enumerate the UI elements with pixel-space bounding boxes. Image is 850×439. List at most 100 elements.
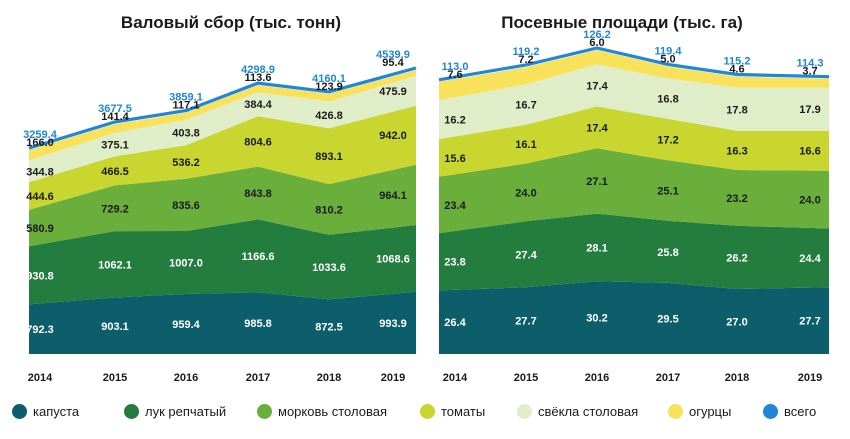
- label-cabbage-2014: 792.3: [26, 324, 54, 336]
- label-tomato-2015: 466.5: [101, 166, 129, 178]
- label-cucumber-2015: 7.2: [518, 54, 533, 66]
- label-beet-2014: 344.8: [26, 166, 54, 178]
- label-cabbage-2019: 27.7: [799, 316, 820, 328]
- label-cabbage-2017: 29.5: [657, 314, 678, 326]
- label-cucumber-2015: 141.4: [101, 111, 129, 123]
- legend-item-carrot: морковь столовая: [257, 402, 387, 420]
- label-total-2019: 114.3: [797, 58, 824, 70]
- label-cucumber-2019: 95.4: [382, 57, 404, 69]
- label-total-2014: 3259.4: [23, 129, 58, 141]
- label-tomato-2019: 942.0: [379, 130, 407, 142]
- label-beet-2017: 384.4: [244, 99, 272, 111]
- area-tomato: [439, 106, 829, 177]
- legend-swatch-cucumber: [668, 403, 683, 419]
- label-cucumber-2019: 3.7: [802, 66, 817, 78]
- charts-canvas: Валовый сбор (тыс. тонн) Посевные площад…: [23, 13, 830, 384]
- sown-area-chart: 26.4 27.7 30.2 29.5 27.0 27.7 23.8 27.4 28.1 25.8…: [438, 29, 830, 384]
- x-tick-2014: 2014: [28, 372, 53, 384]
- label-carrot-2019: 964.1: [379, 190, 407, 202]
- label-cucumber-2017: 113.6: [245, 72, 272, 84]
- label-cucumber-2014: 7.6: [447, 69, 462, 81]
- label-onion-2015: 27.4: [515, 249, 537, 261]
- x-tick-2014: 2014: [443, 372, 468, 384]
- label-beet-2016: 17.4: [586, 80, 608, 92]
- label-carrot-2014: 580.9: [26, 223, 54, 235]
- area-beet: [29, 76, 416, 183]
- legend-label-cabbage: капуста: [33, 403, 80, 419]
- x-tick-2018: 2018: [725, 372, 749, 384]
- label-total-2017: 119.4: [655, 45, 683, 57]
- label-cucumber-2016: 117.1: [173, 100, 200, 112]
- label-cabbage-2015: 27.7: [515, 316, 536, 328]
- legend-item-cabbage: капуста: [12, 402, 79, 420]
- label-cucumber-2016: 6.0: [589, 37, 604, 49]
- label-total-2014: 113.0: [442, 61, 469, 73]
- area-cucumber: [29, 70, 416, 161]
- label-tomato-2014: 15.6: [444, 153, 465, 165]
- label-tomato-2017: 17.2: [657, 135, 678, 147]
- legend-label-tomato: томаты: [441, 403, 486, 419]
- x-tick-2017: 2017: [246, 372, 270, 384]
- label-cucumber-2018: 4.6: [729, 64, 744, 76]
- label-carrot-2019: 24.0: [799, 195, 820, 207]
- label-beet-2017: 16.8: [657, 94, 678, 106]
- label-beet-2019: 17.9: [799, 104, 820, 116]
- label-tomato-2018: 16.3: [726, 145, 747, 157]
- legend-label-carrot: морковь столовая: [278, 403, 387, 419]
- label-carrot-2018: 23.2: [726, 193, 747, 205]
- label-cucumber-2017: 5.0: [660, 53, 675, 65]
- legend-item-total: всего: [763, 402, 816, 420]
- legend-label-cucumber: огурцы: [689, 403, 732, 419]
- label-tomato-2015: 16.1: [515, 139, 536, 151]
- chart-title-area: Посевные площади (тыс. га): [501, 13, 743, 32]
- label-total-2018: 115.2: [724, 56, 751, 68]
- label-total-2017: 4298.9: [241, 64, 275, 76]
- label-carrot-2018: 810.2: [315, 204, 343, 216]
- label-onion-2017: 25.8: [657, 247, 678, 259]
- legend-swatch-onion: [124, 403, 139, 419]
- total-line: [438, 46, 830, 82]
- label-beet-2015: 16.7: [515, 100, 536, 112]
- label-carrot-2017: 25.1: [657, 186, 678, 198]
- legend-item-onion: лук репчатый: [124, 402, 226, 420]
- label-carrot-2015: 729.2: [101, 203, 129, 215]
- label-cabbage-2017: 985.8: [244, 318, 272, 330]
- label-cabbage-2019: 993.9: [379, 318, 407, 330]
- area-cabbage: [439, 281, 829, 354]
- label-cabbage-2016: 959.4: [172, 319, 200, 331]
- area-carrot: [439, 148, 829, 234]
- label-total-2015: 3677.5: [98, 103, 132, 115]
- label-onion-2018: 1033.6: [312, 262, 346, 274]
- label-carrot-2016: 835.6: [172, 200, 200, 212]
- label-cucumber-2018: 123.9: [315, 81, 343, 93]
- area-beet: [439, 64, 829, 140]
- label-onion-2017: 1166.6: [241, 251, 274, 263]
- label-tomato-2017: 804.6: [244, 136, 272, 148]
- label-beet-2014: 16.2: [444, 115, 465, 127]
- label-carrot-2017: 843.8: [244, 188, 272, 200]
- legend: капуста лук репчатый морковь столовая то…: [0, 402, 850, 420]
- area-onion: [29, 219, 416, 305]
- label-onion-2014: 930.8: [26, 270, 54, 282]
- x-tick-2017: 2017: [656, 372, 680, 384]
- label-onion-2015: 1062.1: [98, 259, 132, 271]
- label-total-2015: 119.2: [513, 46, 540, 58]
- label-onion-2019: 1068.6: [376, 253, 410, 265]
- label-carrot-2014: 23.4: [444, 200, 466, 212]
- legend-label-total: всего: [784, 403, 817, 419]
- area-tomato: [29, 105, 416, 210]
- legend-swatch-cabbage: [12, 403, 27, 419]
- label-beet-2018: 17.8: [726, 104, 747, 116]
- area-cabbage: [29, 291, 416, 354]
- label-cabbage-2014: 26.4: [444, 317, 466, 329]
- legend-item-tomato: томаты: [420, 402, 485, 420]
- label-onion-2016: 1007.0: [169, 258, 203, 270]
- x-tick-2019: 2019: [381, 372, 405, 384]
- label-tomato-2019: 16.6: [799, 146, 820, 158]
- legend-swatch-carrot: [257, 403, 272, 419]
- label-cabbage-2018: 872.5: [315, 322, 343, 334]
- x-tick-2018: 2018: [317, 372, 341, 384]
- label-total-2018: 4160.1: [312, 73, 346, 85]
- label-cabbage-2018: 27.0: [726, 317, 747, 329]
- x-tick-2019: 2019: [798, 372, 822, 384]
